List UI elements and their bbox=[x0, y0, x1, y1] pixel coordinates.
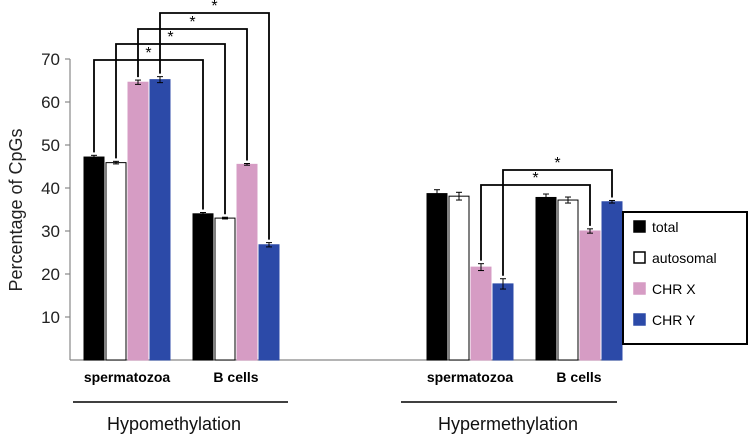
category-label: B cells bbox=[556, 369, 601, 385]
significance-bracket bbox=[159, 12, 270, 240]
significance-bracket bbox=[137, 28, 248, 161]
bar-autosomal bbox=[214, 217, 236, 361]
legend-label: autosomal bbox=[652, 250, 717, 266]
bar-autosomal bbox=[105, 162, 127, 361]
bar-total bbox=[426, 193, 448, 361]
bar-chr-y bbox=[601, 201, 623, 361]
y-tick-label: 60 bbox=[41, 93, 60, 112]
significance-star: * bbox=[145, 45, 151, 62]
bar-total bbox=[535, 196, 557, 361]
y-tick-label: 70 bbox=[41, 50, 60, 69]
legend-swatch bbox=[633, 251, 646, 264]
significance-bracket bbox=[93, 59, 204, 210]
y-tick-label: 50 bbox=[41, 136, 60, 155]
bar-chr-y bbox=[149, 79, 171, 361]
bar-total bbox=[83, 156, 105, 361]
y-tick-label: 20 bbox=[41, 265, 60, 284]
bar-chr-y bbox=[258, 244, 280, 361]
bar-autosomal bbox=[448, 195, 470, 361]
y-ticks: 10 20 30 40 50 60 70 bbox=[41, 50, 70, 327]
significance-star: * bbox=[167, 29, 173, 46]
bar-autosomal bbox=[557, 199, 579, 361]
legend-label: total bbox=[652, 219, 678, 235]
y-tick-label: 40 bbox=[41, 179, 60, 198]
significance-bracket bbox=[115, 43, 226, 215]
bar-chr-y bbox=[492, 283, 514, 361]
significance-star: * bbox=[532, 170, 538, 187]
group-label: Hypermethylation bbox=[438, 414, 578, 434]
significance-bracket bbox=[502, 169, 613, 276]
category-labels: spermatozoa B cells Hypomethylation spermat… bbox=[73, 369, 617, 434]
y-axis-title: Percentage of CpGs bbox=[6, 128, 26, 291]
legend-swatch bbox=[633, 282, 646, 295]
legend: total autosomal CHR X CHR Y bbox=[622, 211, 748, 345]
bar-chr-x bbox=[470, 266, 492, 361]
bar-total bbox=[192, 213, 214, 361]
group-label: Hypomethylation bbox=[107, 414, 241, 434]
y-tick-label: 10 bbox=[41, 308, 60, 327]
category-label: spermatozoa bbox=[427, 369, 514, 385]
significance-star: * bbox=[554, 155, 560, 172]
legend-label: CHR X bbox=[652, 281, 696, 297]
category-label: spermatozoa bbox=[84, 369, 171, 385]
bar-chr-x bbox=[236, 163, 258, 361]
bar-chr-x bbox=[127, 81, 149, 361]
legend-label: CHR Y bbox=[652, 312, 696, 328]
significance-brackets: * * * * * * bbox=[93, 0, 613, 276]
bar-chr-x bbox=[579, 230, 601, 361]
y-tick-label: 30 bbox=[41, 222, 60, 241]
legend-swatch bbox=[633, 220, 646, 233]
legend-swatch bbox=[633, 313, 646, 326]
significance-star: * bbox=[189, 14, 195, 31]
significance-star: * bbox=[211, 0, 217, 15]
significance-bracket bbox=[480, 184, 591, 261]
category-label: B cells bbox=[213, 369, 258, 385]
bars bbox=[83, 76, 623, 361]
